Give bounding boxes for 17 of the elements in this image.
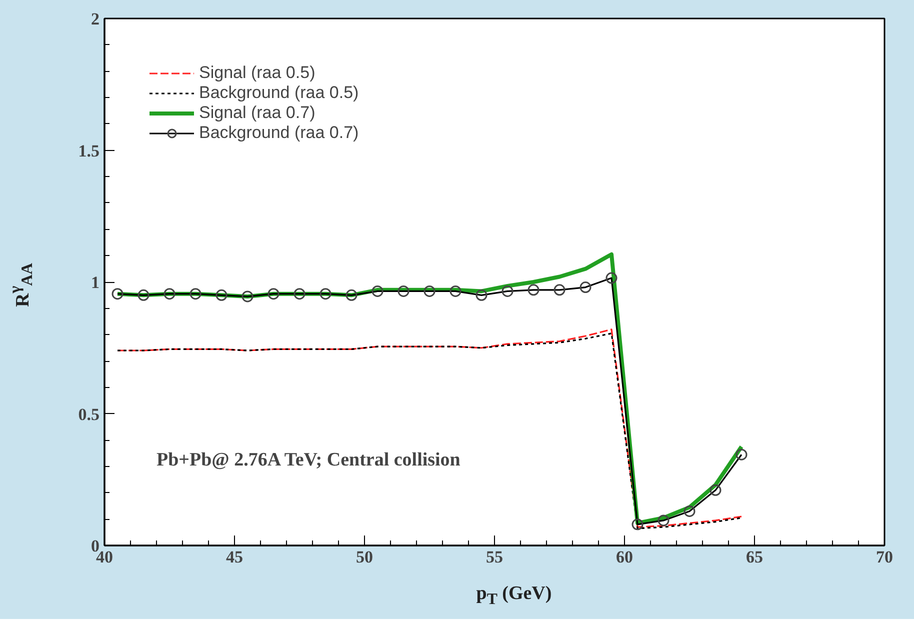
x-tick-label: 65 bbox=[746, 548, 763, 566]
x-tick-label: 50 bbox=[356, 548, 373, 566]
x-tick-label: 45 bbox=[226, 548, 243, 566]
x-tick-label: 60 bbox=[616, 548, 633, 566]
legend-label: Background (raa 0.7) bbox=[199, 123, 359, 143]
y-tick-label: 1.5 bbox=[78, 141, 100, 160]
x-tick-label: 70 bbox=[876, 548, 893, 566]
y-tick-label: 0.5 bbox=[78, 404, 100, 424]
legend-label: Background (raa 0.5) bbox=[199, 83, 359, 103]
y-tick-label: 1 bbox=[91, 273, 100, 292]
x-axis-title: p$_{T}$ (GeV) bbox=[476, 582, 552, 610]
y-tick-label: 0 bbox=[91, 536, 100, 556]
legend-label: Signal (raa 0.7) bbox=[199, 103, 316, 123]
x-tick-label: 55 bbox=[486, 548, 503, 566]
legend-label: Signal (raa 0.5) bbox=[199, 63, 316, 83]
annotation: Pb+Pb@ 2.76A TeV; Central collision bbox=[156, 450, 461, 470]
y-tick-label: 2 bbox=[91, 10, 100, 28]
